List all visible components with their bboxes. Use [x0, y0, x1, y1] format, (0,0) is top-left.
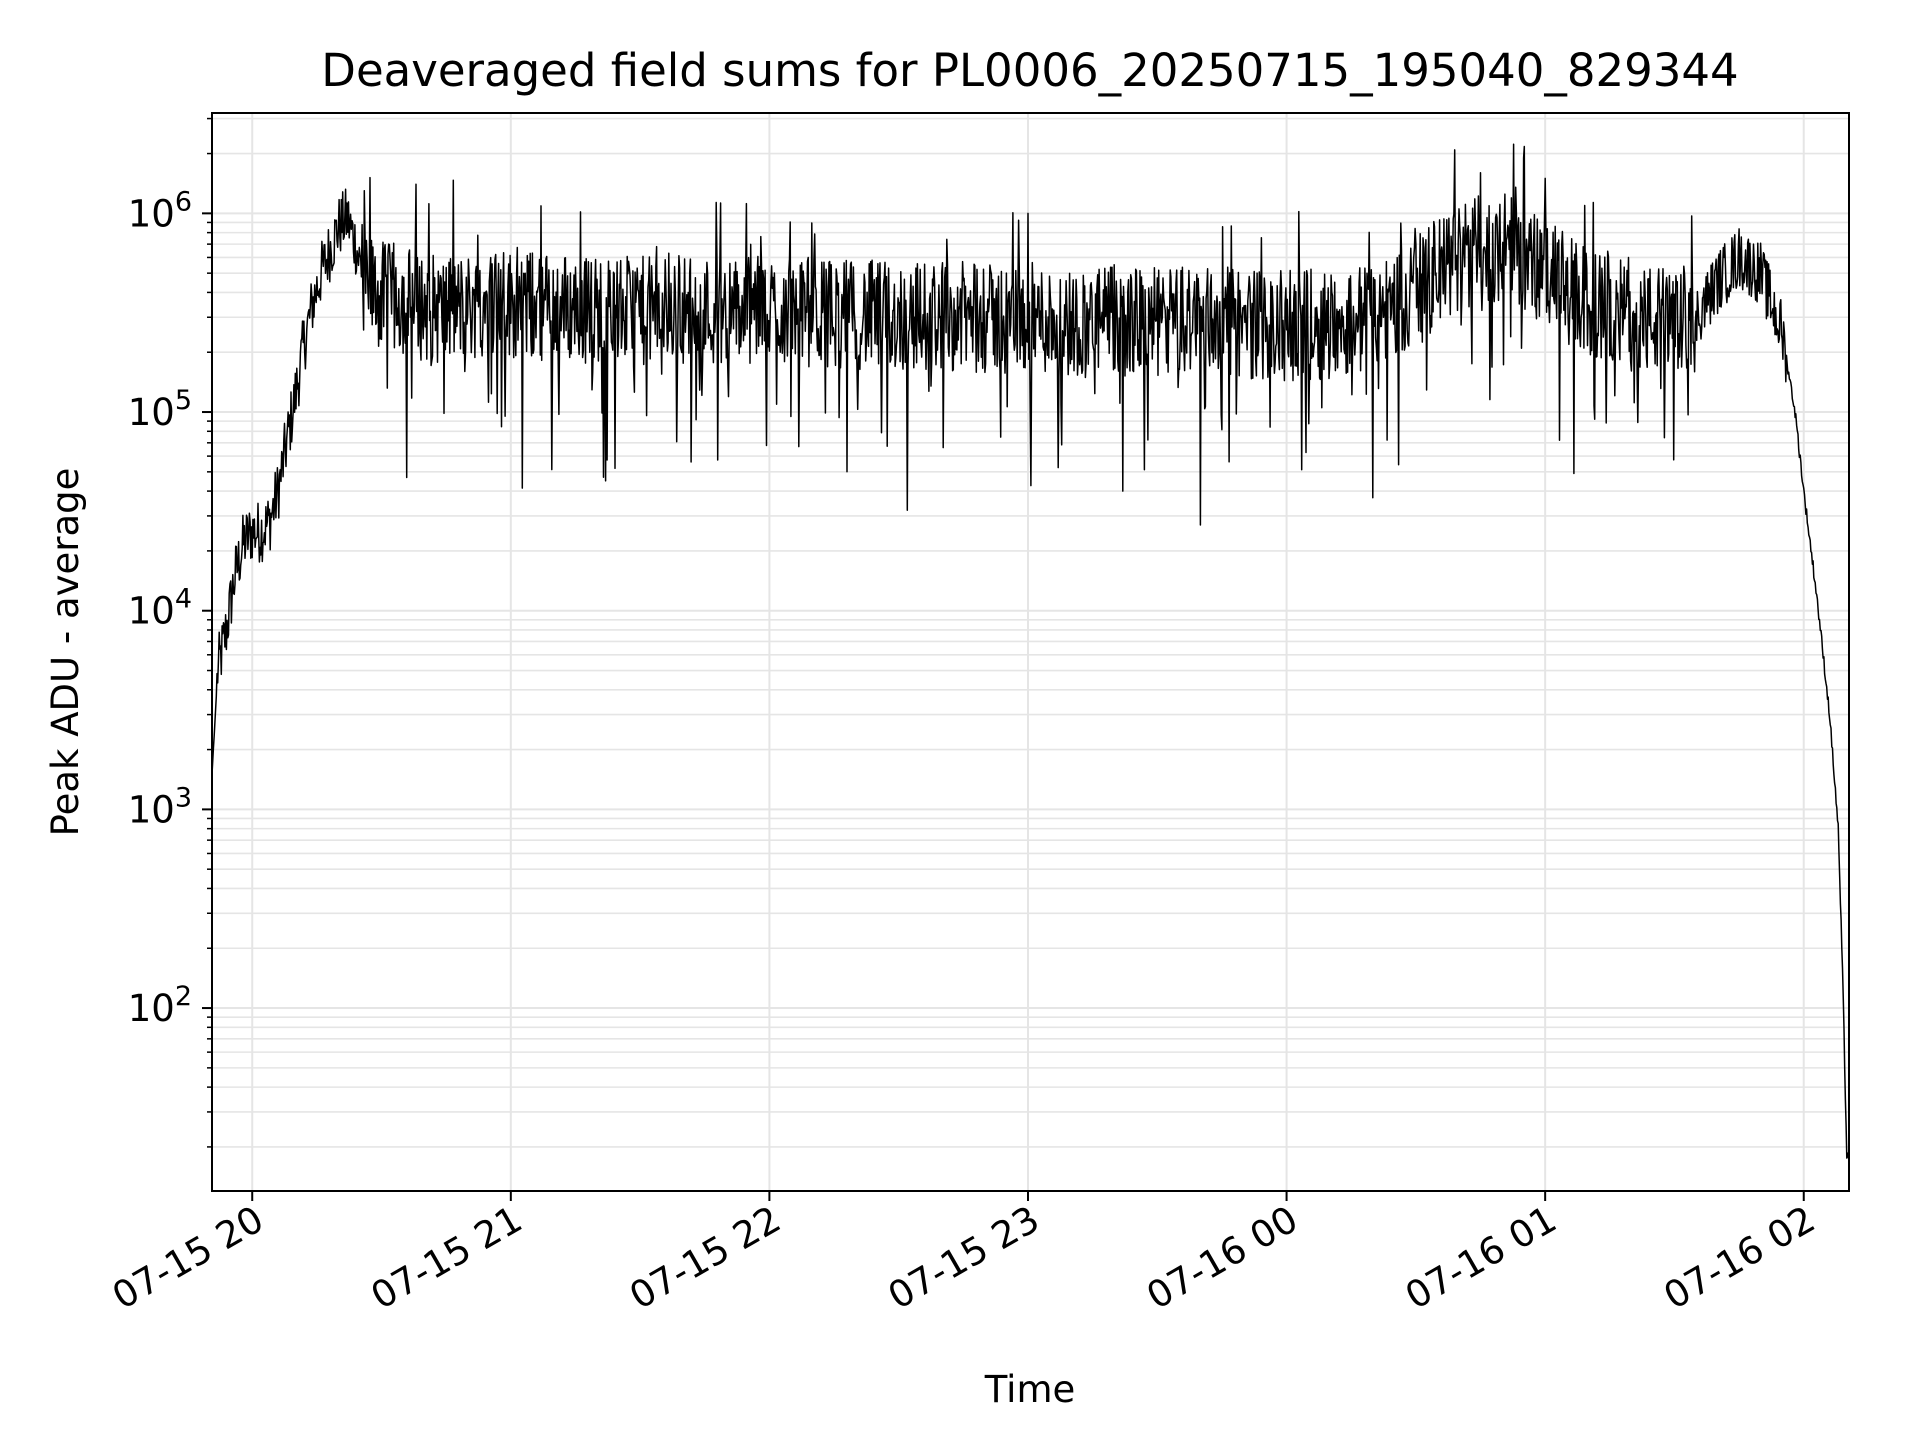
chart-title: Deaveraged field sums for PL0006_2025071…: [321, 44, 1738, 97]
y-axis: 102 103 104 105 106: [128, 117, 212, 1148]
series-line-group: [211, 143, 1850, 1161]
series-line: [211, 143, 1850, 1161]
y-axis-label: Peak ADU - average: [44, 468, 87, 837]
y-tick-label: 106: [128, 186, 192, 235]
y-tick-label: 105: [128, 385, 192, 434]
y-tick-label: 102: [128, 981, 192, 1030]
plot-frame: [211, 112, 1850, 1192]
y-tick-label: 104: [128, 584, 192, 633]
y-tick-label: 103: [128, 782, 192, 831]
x-axis-label: Time: [984, 1368, 1076, 1411]
